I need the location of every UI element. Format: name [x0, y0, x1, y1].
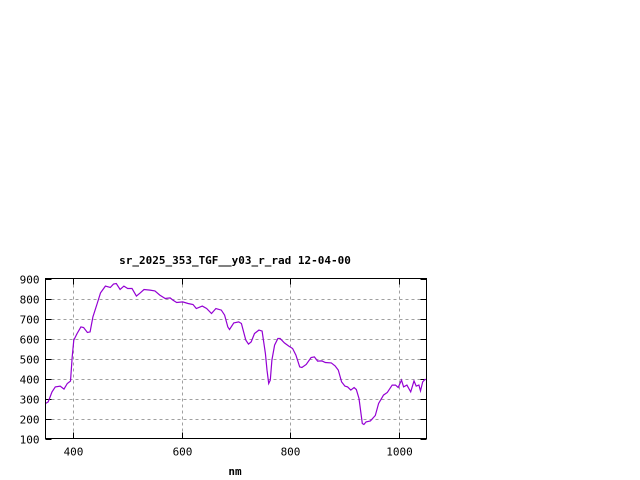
chart-title: sr_2025_353_TGF__y03_r_rad 12-04-00 — [119, 254, 351, 267]
x-tick-label: 1000 — [386, 446, 413, 459]
grid — [45, 278, 427, 439]
x-tick-label: 800 — [281, 446, 301, 459]
series-line — [45, 282, 427, 426]
y-tick-label: 900 — [20, 274, 40, 287]
x-tick-label: 400 — [64, 446, 84, 459]
y-tick-label: 200 — [20, 414, 40, 427]
y-tick-label: 300 — [20, 394, 40, 407]
y-tick-label: 800 — [20, 294, 40, 307]
ticks: 100 200 300 400 500 600 700 800 900 400 600 800 1000 — [20, 274, 427, 459]
y-tick-label: 700 — [20, 314, 40, 327]
x-axis-label: nm — [228, 465, 242, 478]
y-tick-label: 400 — [20, 374, 40, 387]
plot-frame — [45, 278, 427, 439]
x-tick-label: 600 — [173, 446, 193, 459]
y-tick-label: 600 — [20, 334, 40, 347]
y-tick-label: 500 — [20, 354, 40, 367]
y-tick-label: 100 — [20, 434, 40, 447]
